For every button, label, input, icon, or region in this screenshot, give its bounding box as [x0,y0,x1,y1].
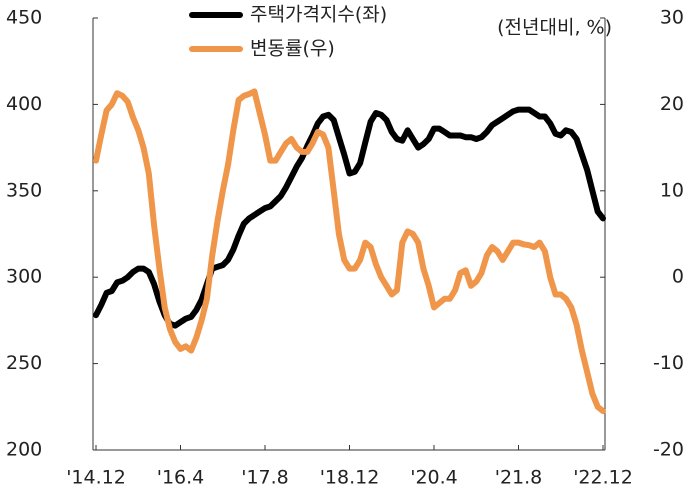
y-tick-label: 250 [6,352,42,374]
series-line [93,88,606,415]
x-tick-label: '16.4 [157,467,205,489]
x-tick-label: '14.12 [66,467,126,489]
x-tick-label: '17.8 [241,467,289,489]
legend-label: 주택가격지수(좌) [250,4,387,26]
y-tick-label: 200 [6,439,42,461]
y2-tick-label: 10 [660,179,684,201]
y2-tick-label: 20 [660,93,684,115]
y-tick-label: 350 [6,179,42,201]
y-tick-label: 400 [6,93,42,115]
legend-label: 변동률(우) [250,38,335,60]
y2-axis-label: (전년대비, %) [497,17,612,39]
y2-tick-label: 0 [672,266,684,288]
series-line [93,106,606,329]
y-tick-label: 450 [6,7,42,29]
y-tick-label: 300 [6,266,42,288]
x-tick-label: '18.12 [320,467,380,489]
x-tick-label: '20.4 [410,467,458,489]
y2-tick-label: -20 [653,439,684,461]
y2-tick-label: 30 [660,7,684,29]
y2-tick-label: -10 [653,352,684,374]
x-tick-label: '21.8 [495,467,543,489]
x-tick-label: '22.12 [573,467,633,489]
